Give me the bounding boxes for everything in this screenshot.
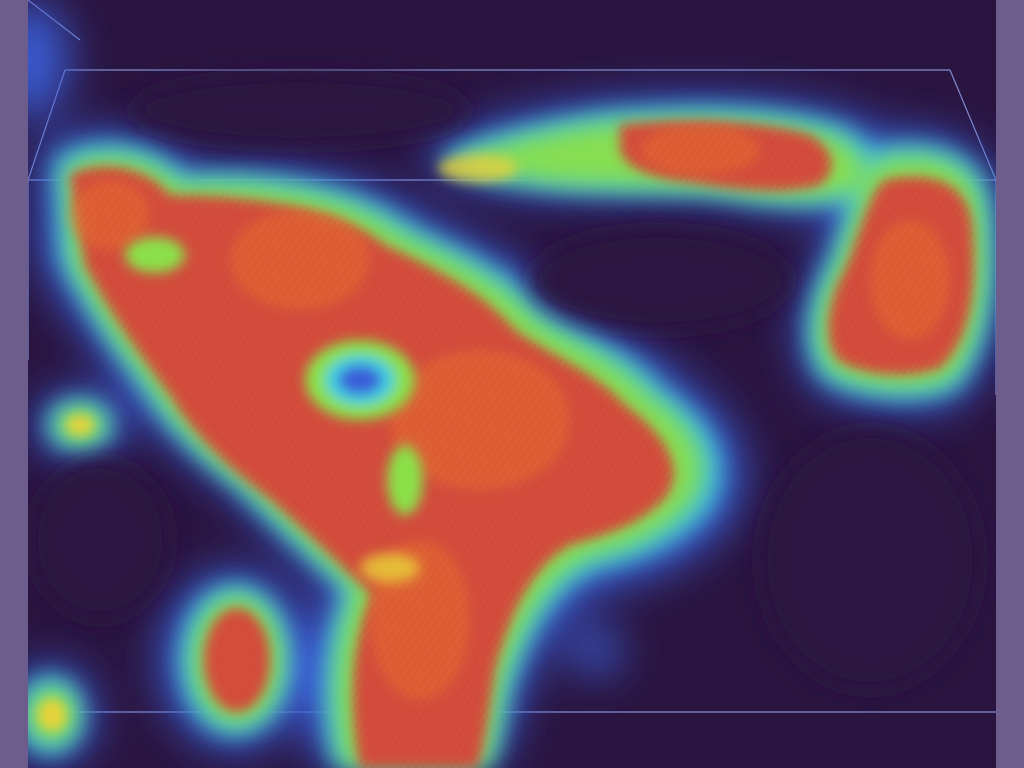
heat-holes [125,237,423,583]
dark-gaps [30,75,980,690]
right-side-strip [996,0,1024,768]
heat-texture [70,121,974,768]
left-side-strip [0,0,28,768]
small-heat-spots [38,154,518,731]
